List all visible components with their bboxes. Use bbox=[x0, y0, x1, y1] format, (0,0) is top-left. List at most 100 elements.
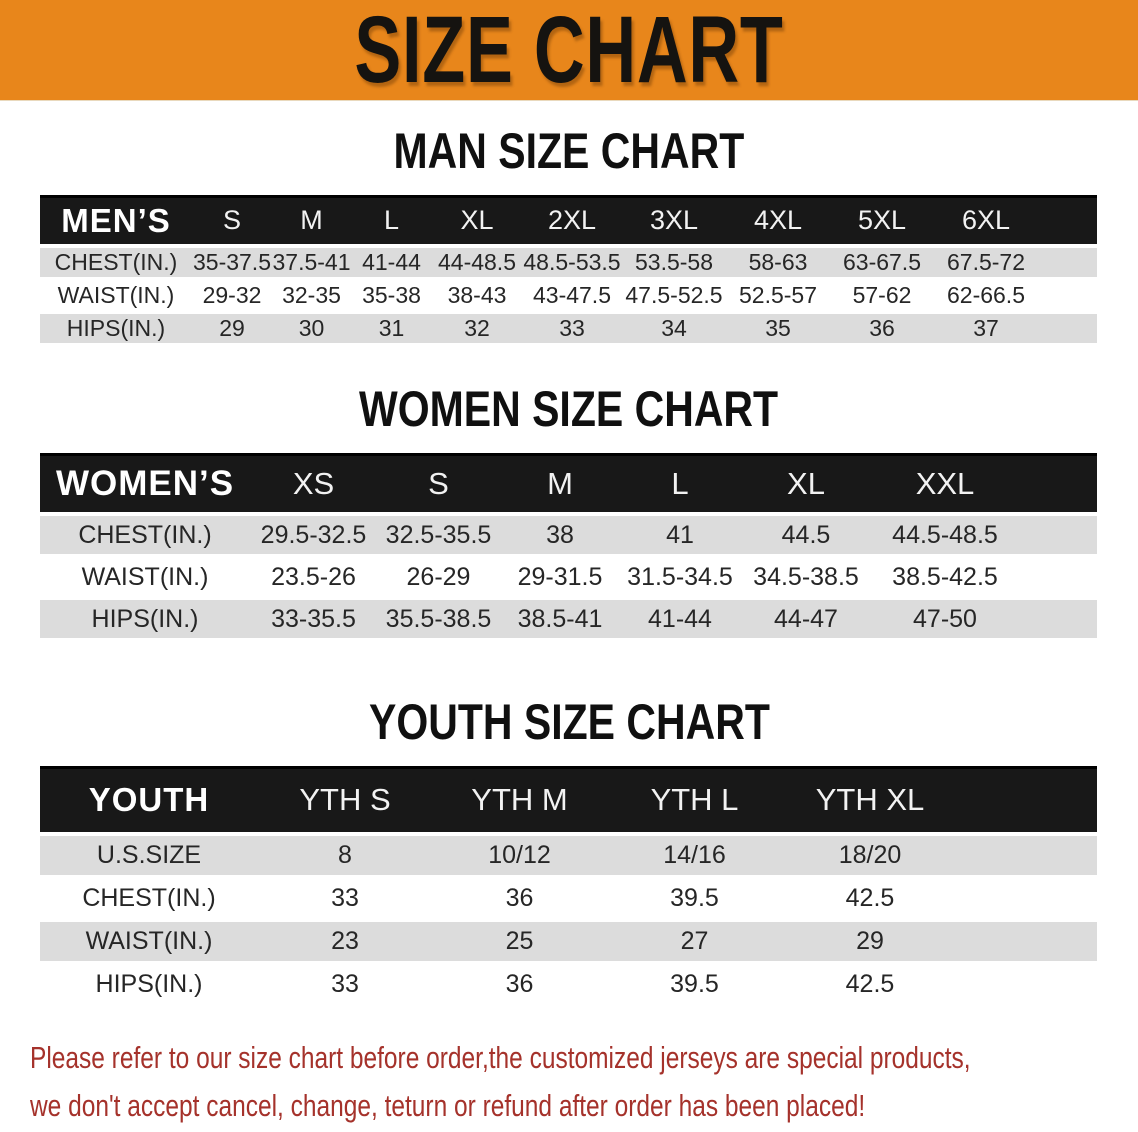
row-label: WAIST(IN.) bbox=[40, 278, 192, 314]
cell: 30 bbox=[272, 311, 351, 347]
men-hips-row: HIPS(IN.) 29 30 31 32 33 34 35 36 37 bbox=[40, 311, 1097, 347]
filler-cell bbox=[1018, 452, 1097, 516]
men-section-heading: MAN SIZE CHART bbox=[0, 125, 1138, 177]
cell: 38-43 bbox=[432, 278, 522, 314]
cell: 18/20 bbox=[782, 833, 958, 879]
youth-ussize-row: U.S.SIZE 8 10/12 14/16 18/20 bbox=[40, 833, 1097, 879]
youth-section-heading-text: YOUTH SIZE CHART bbox=[368, 694, 770, 750]
row-label: U.S.SIZE bbox=[40, 833, 258, 879]
row-label: HIPS(IN.) bbox=[40, 962, 258, 1008]
youth-col-header-xl: YTH XL bbox=[782, 766, 958, 836]
youth-chest-row: CHEST(IN.) 33 36 39.5 42.5 bbox=[40, 876, 1097, 922]
banner: SIZE CHART bbox=[0, 0, 1138, 101]
men-section: MAN SIZE CHART MEN’S S M L XL 2XL 3XL 4X… bbox=[0, 125, 1138, 347]
cell: 32-35 bbox=[272, 278, 351, 314]
cell: 33 bbox=[522, 311, 622, 347]
men-waist-row: WAIST(IN.) 29-32 32-35 35-38 38-43 43-47… bbox=[40, 278, 1097, 314]
cell: 63-67.5 bbox=[830, 245, 934, 281]
cell: 44.5-48.5 bbox=[872, 514, 1018, 558]
cell: 33 bbox=[258, 962, 432, 1008]
youth-header-row: YOUTH YTH S YTH M YTH L YTH XL bbox=[40, 766, 1097, 836]
youth-size-table: YOUTH YTH S YTH M YTH L YTH XL U.S.SIZE … bbox=[40, 766, 1097, 1008]
cell: 32 bbox=[432, 311, 522, 347]
cell: 36 bbox=[432, 876, 607, 922]
notice-line-2: we don't accept cancel, change, teturn o… bbox=[30, 1087, 866, 1123]
cell: 29.5-32.5 bbox=[250, 514, 377, 558]
cell: 23 bbox=[258, 919, 432, 965]
cell: 62-66.5 bbox=[934, 278, 1038, 314]
banner-title-text: SIZE CHART bbox=[354, 0, 784, 103]
women-hips-row: HIPS(IN.) 33-35.5 35.5-38.5 38.5-41 41-4… bbox=[40, 598, 1097, 642]
cell: 34 bbox=[622, 311, 726, 347]
women-col-header-xxl: XXL bbox=[872, 452, 1018, 516]
women-col-header-l: L bbox=[620, 452, 740, 516]
cell: 37 bbox=[934, 311, 1038, 347]
row-label: CHEST(IN.) bbox=[40, 876, 258, 922]
men-section-heading-text: MAN SIZE CHART bbox=[393, 123, 745, 179]
cell: 10/12 bbox=[432, 833, 607, 879]
cell: 42.5 bbox=[782, 876, 958, 922]
men-col-header-m: M bbox=[272, 195, 351, 248]
women-header-row: WOMEN’S XS S M L XL XXL bbox=[40, 452, 1097, 516]
youth-section-heading: YOUTH SIZE CHART bbox=[0, 696, 1138, 748]
cell: 47-50 bbox=[872, 598, 1018, 642]
women-section-heading: WOMEN SIZE CHART bbox=[0, 383, 1138, 435]
cell: 35-38 bbox=[351, 278, 432, 314]
men-col-header-xl: XL bbox=[432, 195, 522, 248]
youth-waist-row: WAIST(IN.) 23 25 27 29 bbox=[40, 919, 1097, 965]
youth-hips-row: HIPS(IN.) 33 36 39.5 42.5 bbox=[40, 962, 1097, 1008]
cell: 31 bbox=[351, 311, 432, 347]
men-col-header-4xl: 4XL bbox=[726, 195, 830, 248]
cell: 29-32 bbox=[192, 278, 272, 314]
banner-title: SIZE CHART bbox=[279, 0, 859, 103]
cell: 35.5-38.5 bbox=[377, 598, 500, 642]
cell: 44.5 bbox=[740, 514, 872, 558]
cell: 23.5-26 bbox=[250, 556, 377, 600]
notice-line-1: Please refer to our size chart before or… bbox=[30, 1039, 971, 1075]
filler-cell bbox=[1018, 598, 1097, 642]
women-col-header-xs: XS bbox=[250, 452, 377, 516]
row-label: HIPS(IN.) bbox=[40, 311, 192, 347]
cell: 33 bbox=[258, 876, 432, 922]
cell: 43-47.5 bbox=[522, 278, 622, 314]
women-section: WOMEN SIZE CHART WOMEN’S XS S M L XL XXL bbox=[0, 383, 1138, 642]
row-label: WAIST(IN.) bbox=[40, 919, 258, 965]
cell: 37.5-41 bbox=[272, 245, 351, 281]
cell: 38.5-41 bbox=[500, 598, 620, 642]
cell: 27 bbox=[607, 919, 782, 965]
row-label: CHEST(IN.) bbox=[40, 245, 192, 281]
cell: 25 bbox=[432, 919, 607, 965]
cell: 34.5-38.5 bbox=[740, 556, 872, 600]
cell: 39.5 bbox=[607, 962, 782, 1008]
women-col-header-s: S bbox=[377, 452, 500, 516]
cell: 29-31.5 bbox=[500, 556, 620, 600]
cell: 26-29 bbox=[377, 556, 500, 600]
filler-cell bbox=[1038, 245, 1097, 281]
cell: 36 bbox=[830, 311, 934, 347]
cell: 41 bbox=[620, 514, 740, 558]
filler-cell bbox=[1038, 195, 1097, 248]
youth-table-corner-label: YOUTH bbox=[40, 766, 258, 836]
cell: 39.5 bbox=[607, 876, 782, 922]
women-waist-row: WAIST(IN.) 23.5-26 26-29 29-31.5 31.5-34… bbox=[40, 556, 1097, 600]
men-chest-row: CHEST(IN.) 35-37.5 37.5-41 41-44 44-48.5… bbox=[40, 245, 1097, 281]
cell: 36 bbox=[432, 962, 607, 1008]
cell: 35-37.5 bbox=[192, 245, 272, 281]
footer-notice-text: Please refer to our size chart before or… bbox=[30, 1034, 971, 1130]
cell: 14/16 bbox=[607, 833, 782, 879]
filler-cell bbox=[958, 962, 1097, 1008]
cell: 29 bbox=[782, 919, 958, 965]
men-header-row: MEN’S S M L XL 2XL 3XL 4XL 5XL 6XL bbox=[40, 195, 1097, 248]
filler-cell bbox=[1018, 514, 1097, 558]
cell: 42.5 bbox=[782, 962, 958, 1008]
cell: 35 bbox=[726, 311, 830, 347]
men-col-header-5xl: 5XL bbox=[830, 195, 934, 248]
cell: 53.5-58 bbox=[622, 245, 726, 281]
youth-col-header-s: YTH S bbox=[258, 766, 432, 836]
row-label: CHEST(IN.) bbox=[40, 514, 250, 558]
filler-cell bbox=[1038, 278, 1097, 314]
men-col-header-3xl: 3XL bbox=[622, 195, 726, 248]
filler-cell bbox=[958, 766, 1097, 836]
women-col-header-xl: XL bbox=[740, 452, 872, 516]
